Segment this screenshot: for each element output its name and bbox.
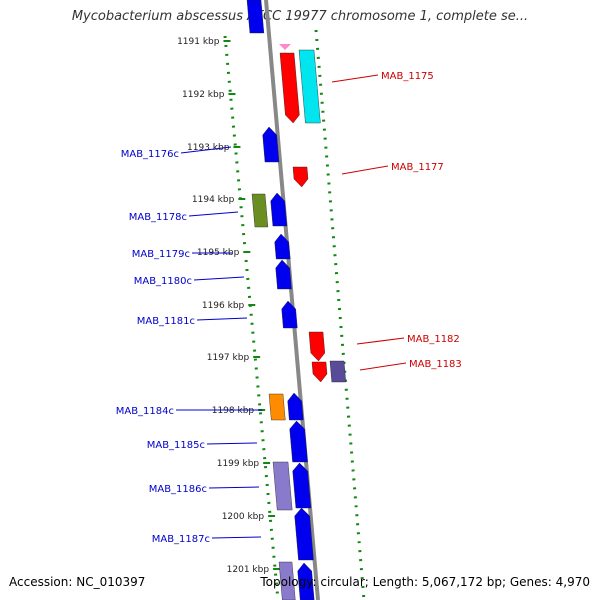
gene-features bbox=[246, 0, 347, 600]
ruler-tick-label: 1201 kbp bbox=[227, 565, 270, 575]
gene-MAB_1180c[interactable] bbox=[275, 259, 292, 290]
map-title: Mycobacterium abscessus ATCC 19977 chrom… bbox=[71, 9, 529, 24]
accession-info: Accession: NC_010397 bbox=[9, 575, 146, 589]
gene-MAB_1183[interactable] bbox=[329, 360, 347, 383]
ruler-tick-label: 1197 kbp bbox=[207, 353, 250, 363]
label-mab-1179c[interactable]: MAB_1179c bbox=[132, 249, 190, 260]
label-mab-1177[interactable]: MAB_1177 bbox=[391, 162, 444, 173]
gene-partial-top[interactable] bbox=[246, 0, 265, 34]
leader-line bbox=[188, 211, 239, 217]
gene-marker-pink bbox=[279, 44, 291, 50]
gene-labels: MAB_1175 MAB_1177 MAB_1182 MAB_1183 MAB_1176… bbox=[116, 71, 462, 545]
ruler-tick-label: 1200 kbp bbox=[222, 512, 265, 522]
label-mab-1180c[interactable]: MAB_1180c bbox=[134, 276, 192, 287]
gene-cyan-block[interactable] bbox=[298, 49, 321, 124]
leader-line bbox=[331, 74, 379, 83]
gene-MAB_1179c[interactable] bbox=[274, 233, 291, 260]
topology-info: Topology: circular; Length: 5,067,172 bp… bbox=[260, 575, 590, 589]
gene-bottom-lavender[interactable] bbox=[278, 561, 296, 600]
gene-MAB_1182[interactable] bbox=[308, 331, 326, 362]
leader-line bbox=[359, 362, 407, 371]
leader-line bbox=[356, 337, 405, 345]
track-line-2 bbox=[314, 29, 366, 600]
leader-line bbox=[211, 536, 262, 539]
label-mab-1186c[interactable]: MAB_1186c bbox=[149, 484, 207, 495]
leader-line bbox=[208, 486, 260, 489]
label-mab-1175[interactable]: MAB_1175 bbox=[381, 71, 434, 82]
gene-MAB_1187c[interactable] bbox=[294, 507, 314, 561]
gene-olive-block[interactable] bbox=[251, 193, 269, 228]
gene-MAB_1176c[interactable] bbox=[262, 126, 280, 163]
ruler-tick-label: 1192 kbp bbox=[182, 90, 225, 100]
gene-MAB_1178c[interactable] bbox=[270, 192, 288, 227]
leader-line bbox=[196, 317, 248, 321]
label-mab-1183[interactable]: MAB_1183 bbox=[409, 359, 462, 370]
leader-line bbox=[341, 165, 389, 175]
gene-MAB_1177[interactable] bbox=[292, 166, 309, 188]
label-mab-1185c[interactable]: MAB_1185c bbox=[147, 440, 205, 451]
label-mab-1181c[interactable]: MAB_1181c bbox=[137, 316, 195, 327]
gene-MAB_1186c-b[interactable] bbox=[292, 462, 312, 509]
gene-bottom-blue[interactable] bbox=[297, 562, 315, 600]
ruler-tick-label: 1194 kbp bbox=[192, 195, 235, 205]
label-mab-1176c[interactable]: MAB_1176c bbox=[121, 149, 179, 160]
leader-line bbox=[193, 276, 245, 281]
ruler-tick-label: 1193 kbp bbox=[187, 143, 230, 153]
gene-MAB_1182b[interactable] bbox=[311, 361, 328, 383]
ruler-tick-label: 1199 kbp bbox=[217, 459, 260, 469]
label-mab-1182[interactable]: MAB_1182 bbox=[407, 334, 460, 345]
leader-line bbox=[206, 442, 258, 445]
gene-MAB_1184c[interactable] bbox=[268, 393, 286, 421]
gene-MAB_1184c-b[interactable] bbox=[287, 392, 304, 421]
label-mab-1184c[interactable]: MAB_1184c bbox=[116, 406, 174, 417]
gene-MAB_1175[interactable] bbox=[279, 52, 300, 124]
ruler-tick-label: 1196 kbp bbox=[202, 301, 245, 311]
label-leader-lines bbox=[176, 74, 407, 539]
gene-MAB_1186c[interactable] bbox=[272, 461, 293, 511]
gene-MAB_1185c[interactable] bbox=[289, 420, 308, 463]
label-mab-1178c[interactable]: MAB_1178c bbox=[129, 212, 187, 223]
ruler-tick-label: 1191 kbp bbox=[177, 37, 220, 47]
gene-MAB_1181c[interactable] bbox=[281, 300, 298, 329]
leader-line bbox=[180, 146, 232, 154]
ruler-tick-label: 1198 kbp bbox=[212, 406, 255, 416]
label-mab-1187c[interactable]: MAB_1187c bbox=[152, 534, 210, 545]
